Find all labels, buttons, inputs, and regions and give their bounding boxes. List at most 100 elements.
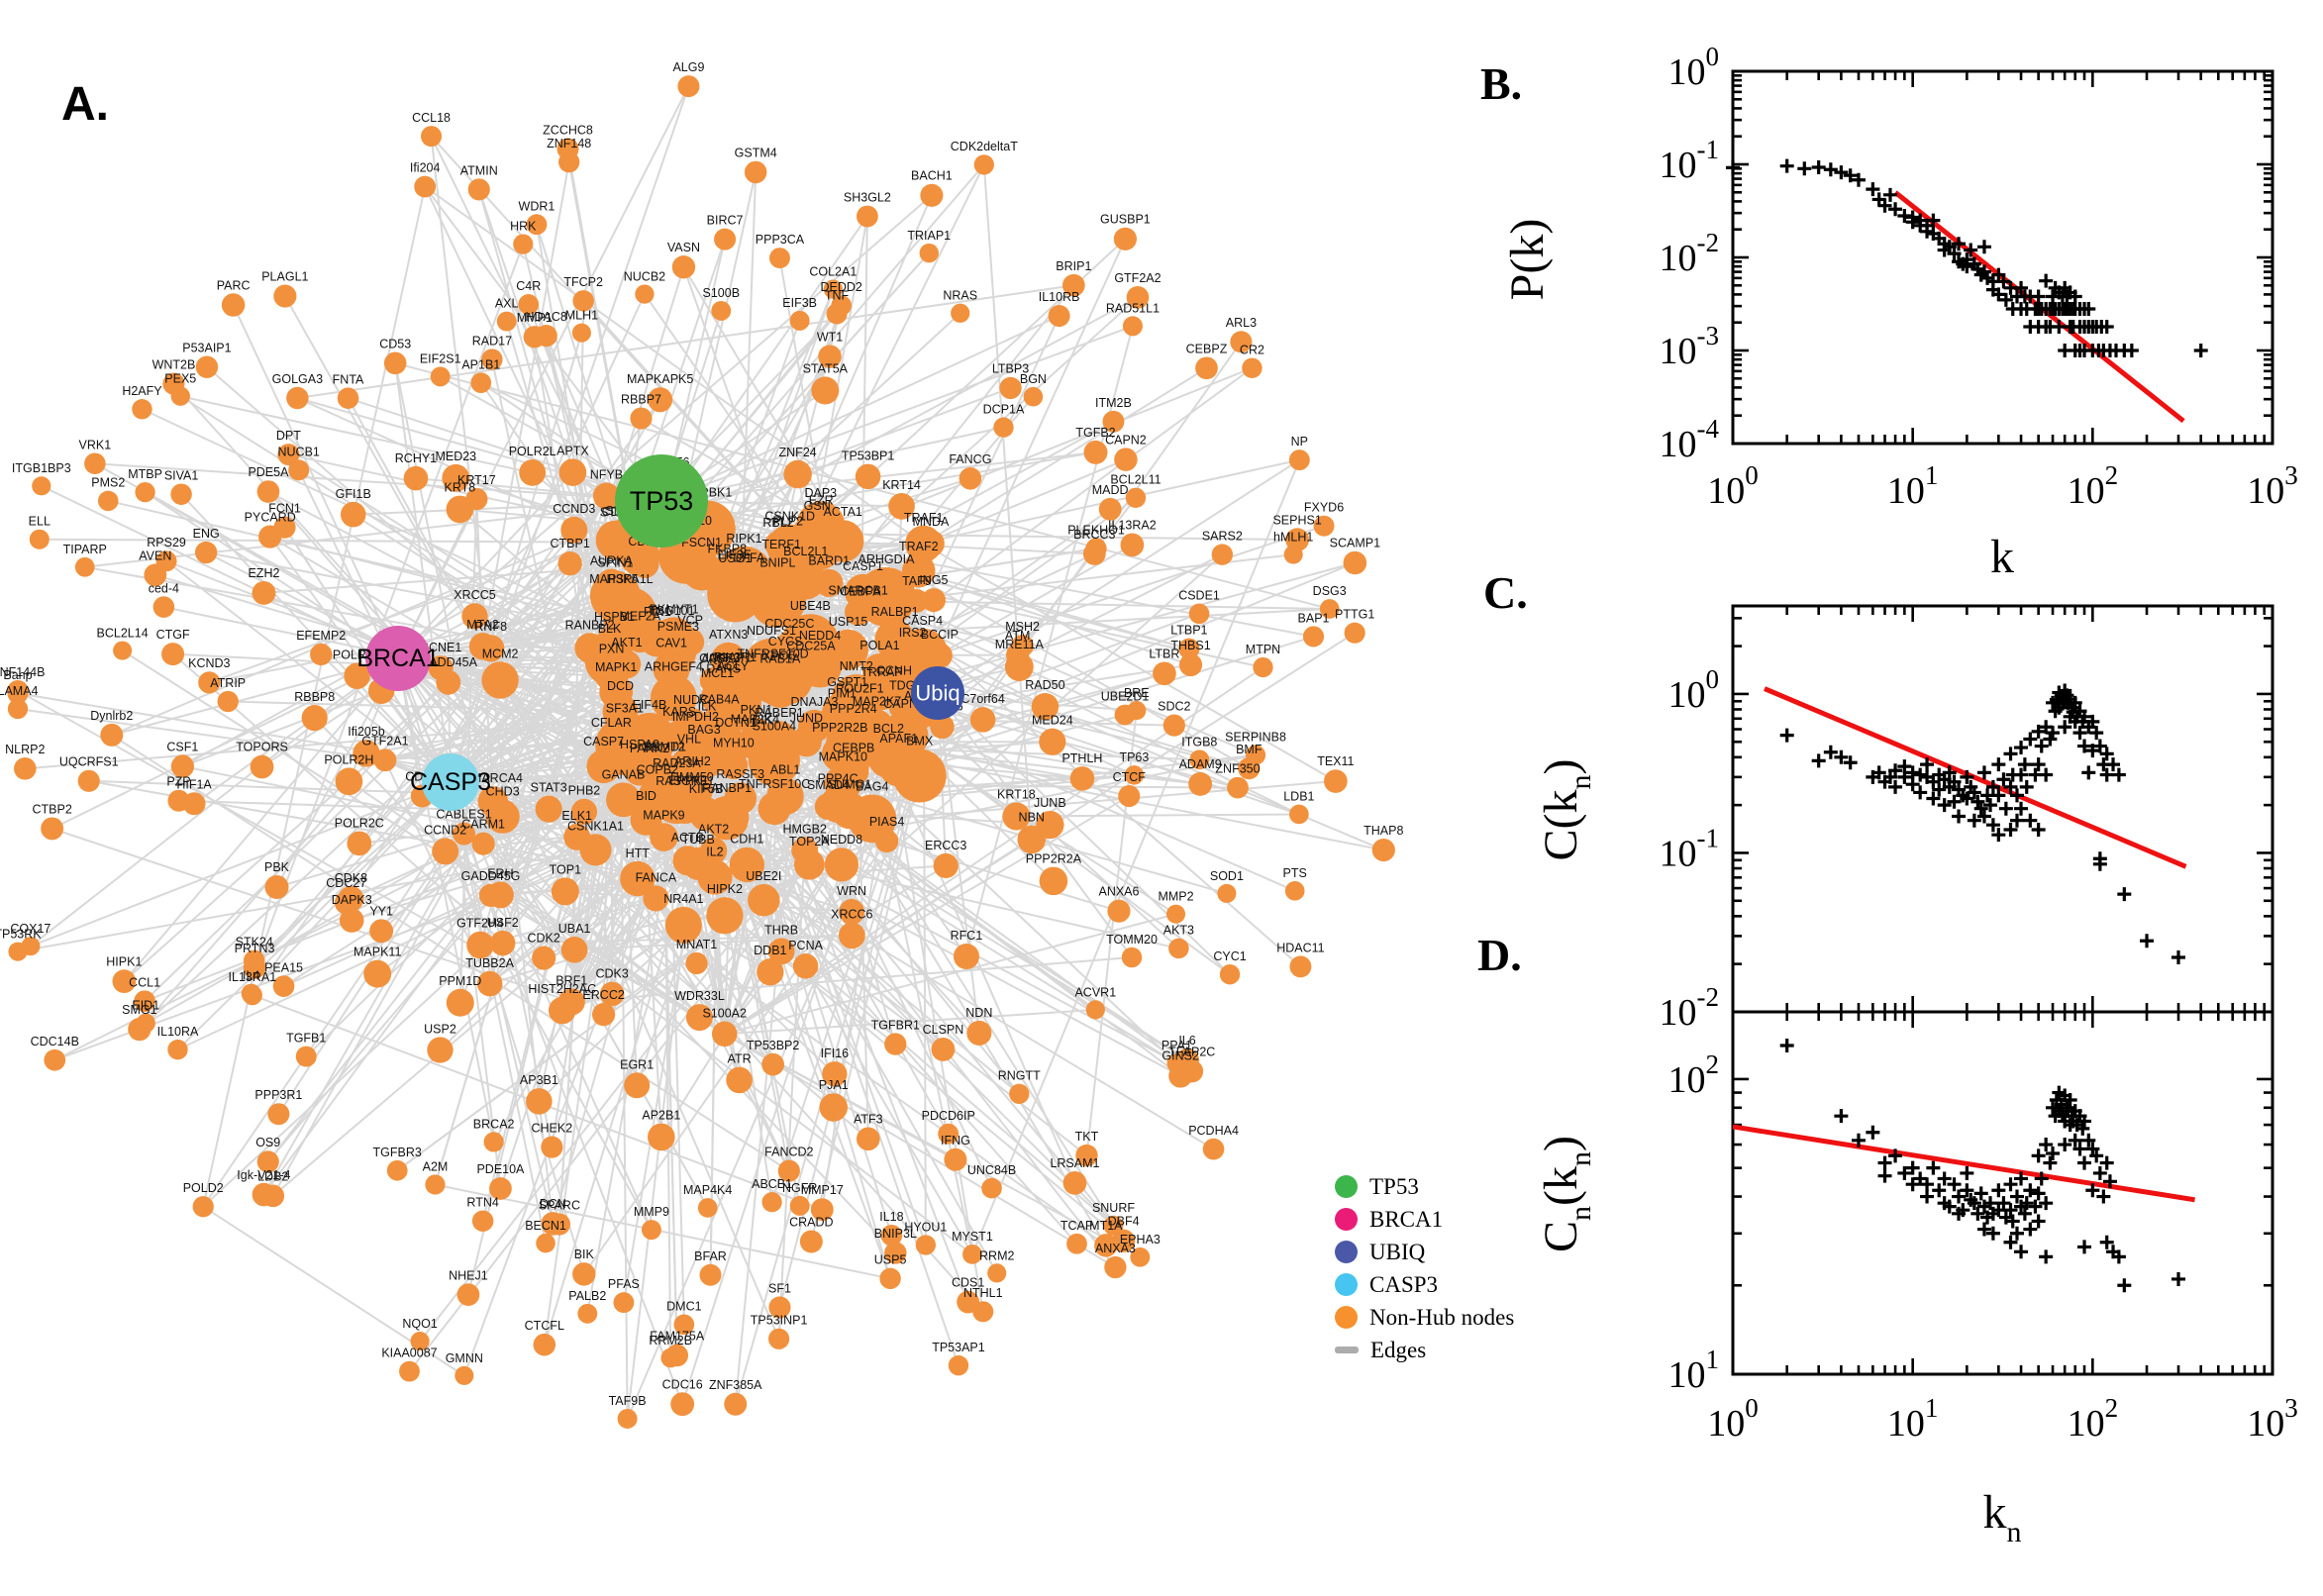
legend-label: CASP3	[1369, 1271, 1439, 1297]
gene-node-label: Igk-V21-4	[237, 1168, 290, 1182]
gene-node-label: KIF5B	[689, 782, 724, 796]
gene-node	[1253, 656, 1273, 678]
gene-node-label: HMGB2	[782, 822, 827, 836]
gene-node	[962, 1245, 982, 1264]
ubiq-hub-color-icon	[1335, 1241, 1358, 1263]
gene-node-label: ACTB	[671, 831, 704, 845]
gene-node	[880, 1224, 903, 1247]
gene-node-label: RASSF3	[716, 767, 764, 781]
gene-node	[41, 817, 64, 841]
gene-node	[641, 1220, 661, 1241]
gene-node-label: NEDD4	[799, 629, 841, 643]
gene-node-label: FAM175A	[650, 1330, 705, 1344]
gene-node	[170, 754, 195, 778]
gene-node-label: CR2	[1240, 344, 1264, 357]
gene-node	[436, 669, 461, 695]
gene-node-label: BID	[636, 789, 656, 803]
gene-node-label: MMP17	[801, 1183, 844, 1197]
gene-node-label: TP53AP1	[932, 1341, 985, 1354]
gene-node	[481, 661, 519, 699]
panel-a-label: A.	[61, 78, 109, 131]
gene-node	[363, 959, 392, 988]
gene-node-label: ZNF350	[1215, 762, 1260, 776]
gene-node	[857, 566, 916, 627]
gene-node-label: CD53	[379, 338, 411, 351]
gene-node-label: UBE2I	[746, 869, 781, 883]
gene-node	[471, 1210, 494, 1232]
axis-tick-label: 101	[1887, 460, 1939, 512]
gene-node-label: HIPK2	[707, 882, 743, 896]
gene-node	[467, 178, 490, 201]
gene-node	[758, 791, 791, 826]
gene-node	[921, 588, 946, 613]
gene-node-label: TOMM20	[1106, 933, 1158, 947]
gene-node	[430, 366, 451, 387]
gene-node-label: RAD51L1	[1106, 301, 1160, 315]
gene-node	[1062, 1170, 1087, 1195]
gene-node-label: CDH1	[730, 833, 763, 847]
gene-node-label: PALB2	[568, 1289, 606, 1303]
gene-node-label: HRK	[510, 220, 537, 234]
gene-node	[726, 1066, 753, 1094]
gene-node	[560, 516, 588, 544]
gene-node-label: ARL3	[1226, 316, 1257, 330]
gene-node-label: MT1A	[1089, 1219, 1123, 1233]
gene-node	[1048, 305, 1070, 328]
gene-node-label: ACLY	[717, 659, 749, 673]
gene-node-label: CDC14B	[31, 1035, 79, 1048]
gene-node	[84, 452, 106, 475]
gene-node-label: AURKA	[590, 554, 634, 568]
gene-node-label: TAF9	[902, 574, 932, 588]
gene-node-label: ABCB1	[752, 1177, 792, 1191]
gene-node-label: ATMIN	[460, 163, 498, 177]
gene-node	[1066, 1233, 1087, 1254]
gene-node	[856, 205, 878, 228]
gene-node-label: TP53BP1	[842, 449, 895, 463]
gene-node-label: CARM1	[461, 818, 505, 832]
gene-node-label: BCL2	[873, 722, 904, 736]
gene-node-label: ACVR1	[1074, 985, 1116, 999]
gene-node-label: DARS	[706, 662, 741, 676]
axis-tick-label: 101	[1668, 1345, 1720, 1396]
panel-d-label: D.	[1477, 930, 1522, 980]
gene-node-label: C7orf64	[960, 692, 1005, 706]
axis-tick-label: 103	[2247, 1393, 2298, 1445]
power-law-fit-line	[1764, 686, 2187, 869]
gene-node-label: Ifi205b	[348, 725, 385, 739]
gene-node	[699, 1263, 722, 1286]
gene-node-label: HYOU1	[904, 1220, 947, 1234]
gene-node-label: GADD45A	[420, 655, 478, 669]
gene-node-label: PPP2R2B	[812, 721, 867, 735]
gene-node	[295, 1046, 317, 1067]
y-axis-title: P(k)	[1501, 219, 1554, 301]
gene-node-label: POLA1	[859, 639, 899, 652]
gene-node	[1069, 766, 1095, 791]
gene-node-label: DFFA	[733, 550, 765, 564]
gene-node	[1082, 543, 1106, 565]
gene-node	[526, 1088, 553, 1115]
gene-node	[536, 1233, 556, 1253]
gene-node-label: ATR	[728, 1052, 752, 1066]
gene-node	[796, 501, 846, 550]
gene-node-label: PIM1	[828, 687, 857, 701]
gene-node-label: UBA1	[558, 922, 591, 936]
gene-node	[1162, 714, 1185, 737]
gene-node	[548, 996, 576, 1025]
gene-node-label: CCND2	[424, 823, 466, 837]
gene-node-label: MNDA	[913, 515, 950, 529]
gene-node-label: SPARC	[539, 1198, 580, 1212]
hub-node-label: TP53	[630, 486, 694, 516]
axis-tick-label: 102	[1668, 1049, 1720, 1101]
gene-node-label: SCAMP1	[1330, 537, 1380, 550]
gene-node	[466, 931, 494, 959]
gene-node	[671, 769, 713, 811]
gene-node-label: AKT2	[698, 823, 729, 837]
gene-node-label: XPO5	[762, 648, 795, 662]
gene-node-label: CAPN2	[1105, 433, 1147, 447]
gene-node-label: RASGRF1	[656, 774, 714, 788]
gene-node-label: ATXN3	[709, 628, 748, 642]
axis-tick-label: 10-1	[1660, 823, 1720, 874]
gene-node	[1102, 410, 1125, 433]
gene-node	[714, 228, 737, 250]
gene-node-label: HIPK1	[106, 954, 142, 968]
